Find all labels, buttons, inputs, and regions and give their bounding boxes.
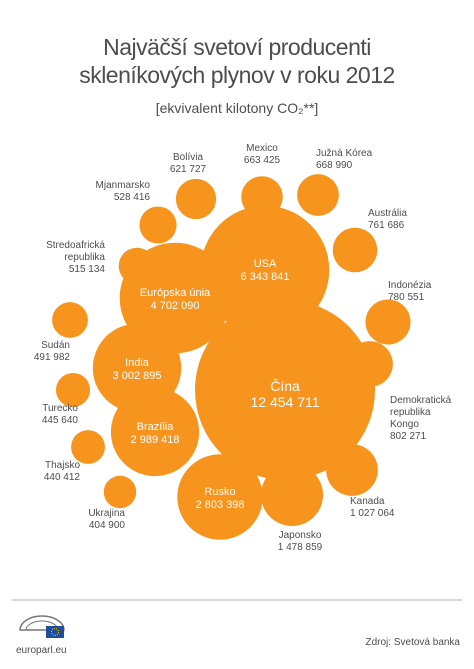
source: Zdroj: Svetová banka	[365, 637, 461, 648]
value-label: 3 002 895	[112, 370, 162, 382]
title-line: Najväčší svetoví producenti	[103, 34, 371, 60]
value-label: 491 982	[33, 352, 70, 363]
country-name: Čína	[270, 378, 300, 394]
country-name: Sudán	[41, 340, 70, 351]
bubble-label: Demokratická republika Kongo 802 271	[390, 395, 451, 443]
bubble-label: Stredoafrická republika 515 134	[46, 240, 105, 276]
bubble	[118, 247, 156, 285]
bubble-label: Mjanmarsko 528 416	[96, 180, 150, 204]
bubble	[55, 372, 91, 408]
title-line: skleníkových plynov v roku 2012	[79, 62, 395, 88]
site: europarl.eu	[16, 645, 67, 656]
country-name: Bolívia	[172, 152, 203, 163]
bubble	[110, 387, 200, 477]
country-name: Kanada	[350, 496, 385, 507]
country-name: Turecko	[42, 403, 78, 414]
bubble-label: Bolívia 621 727	[170, 152, 206, 176]
country-name: Európska únia	[139, 287, 211, 299]
bubble-label: Thajsko 440 412	[44, 460, 80, 484]
bubble	[139, 206, 177, 244]
bubble	[347, 341, 393, 387]
country-name: Mjanmarsko	[95, 180, 150, 191]
value-label: 1 478 859	[277, 542, 323, 553]
bubble	[52, 302, 88, 338]
bubble-label: Čína 12 454 711	[250, 378, 319, 410]
country-name: Brazília	[136, 421, 174, 433]
bubble	[103, 475, 137, 509]
country-name: Ukrajina	[88, 508, 125, 519]
value-label: 2 989 418	[130, 434, 180, 446]
value-label: 1 027 064	[350, 508, 395, 519]
country-name: Rusko	[204, 486, 236, 498]
bubble-label: Ukrajina 404 900	[88, 508, 125, 532]
value-label: 4 702 090	[150, 300, 200, 312]
value-label: 2 803 398	[195, 499, 245, 511]
value-label: 668 990	[316, 160, 353, 171]
bubble	[195, 300, 375, 480]
value-label: 515 134	[68, 264, 105, 275]
ep-logo	[19, 615, 65, 638]
country-name: Indonézia	[388, 280, 432, 291]
bubble-label: Rusko 2 803 398	[196, 486, 245, 512]
bubble	[260, 463, 324, 527]
bubble-label: Európska únia 4 702 090	[140, 287, 210, 313]
bubble	[200, 205, 330, 335]
value-label: 445 640	[41, 415, 78, 426]
value-label: 663 425	[243, 155, 281, 166]
country-name: Japonsko	[278, 530, 322, 541]
value-label: 621 727	[169, 164, 207, 175]
value-label: 440 412	[43, 472, 80, 483]
country-name: Stredoafrická republika	[46, 240, 105, 263]
bubble	[332, 227, 378, 273]
value-label: 802 271	[390, 431, 427, 442]
bubble	[297, 174, 339, 216]
bubble-label: Mexico 663 425	[244, 143, 280, 167]
bubble	[241, 176, 283, 218]
country-name: India	[125, 357, 149, 369]
country-name: Južná Kórea	[316, 148, 373, 159]
bubble-label: India 3 002 895	[113, 357, 162, 383]
bubble	[365, 299, 411, 345]
value-label: 404 900	[88, 520, 125, 531]
bubble-label: Indonézia 780 551	[388, 280, 431, 304]
country-name: USA	[253, 258, 277, 270]
bubble	[326, 444, 378, 496]
value-label: 12 454 711	[250, 394, 320, 410]
bubble	[177, 454, 263, 540]
value-label: 761 686	[368, 220, 405, 231]
value-label: 6 343 841	[240, 271, 290, 283]
bubble	[71, 430, 105, 464]
value-label: 780 551	[388, 292, 425, 303]
bubble-label: Japonsko 1 478 859	[278, 530, 323, 554]
country-name: Demokratická republika Kongo	[390, 395, 452, 430]
bubble-label: Turecko 445 640	[42, 403, 78, 427]
value-label: 528 416	[113, 192, 150, 203]
bubble-label: Brazília 2 989 418	[131, 421, 180, 447]
country-name: Mexico	[246, 143, 278, 154]
bubble-label: Sudán 491 982	[34, 340, 70, 364]
bubble	[175, 178, 217, 220]
bubble-label: USA 6 343 841	[241, 258, 290, 284]
country-name: Thajsko	[44, 460, 80, 471]
subtitle: [ekvivalent kilotony CO₂**]	[155, 100, 319, 116]
bubble-label: Kanada 1 027 064	[350, 496, 395, 520]
bubble-label: Austrália 761 686	[368, 208, 407, 232]
bubble-label: Južná Kórea 668 990	[316, 148, 372, 172]
country-name: Austrália	[368, 208, 407, 219]
